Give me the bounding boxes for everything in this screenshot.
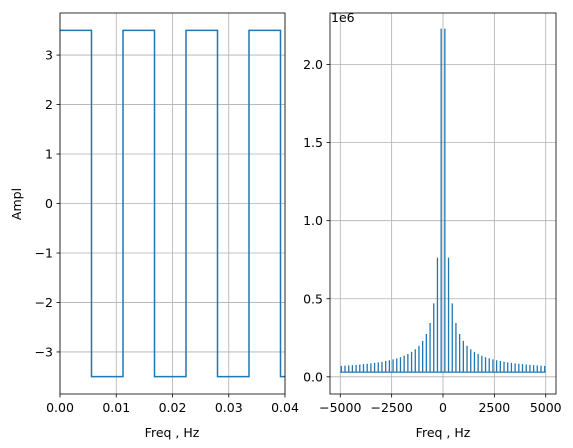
left-x-ticks: 0.00 0.01 0.02 0.03 0.04	[46, 394, 299, 415]
left-x-axis-label: Freq , Hz	[145, 425, 200, 440]
y-tick-label: 0.0	[303, 369, 323, 384]
y-tick-label: 1.0	[303, 213, 323, 228]
spectrum-plot: −5000 −2500 0 2500 5000 0.0 0.5 1.0 1.5 2.0 Freq…	[303, 10, 562, 440]
left-grid	[59, 13, 286, 394]
x-tick-label: 2500	[478, 400, 510, 415]
right-grid	[330, 13, 556, 394]
left-y-ticks: −3 −2 −1 0 1 2 3	[35, 48, 60, 359]
left-y-axis-label: Ampl	[9, 188, 24, 220]
y-tick-label: 3	[45, 48, 53, 63]
right-x-ticks: −5000 −2500 0 2500 5000	[319, 394, 562, 415]
x-tick-label: −5000	[319, 400, 361, 415]
x-tick-label: 0.04	[271, 400, 299, 415]
x-tick-label: 5000	[530, 400, 562, 415]
y-tick-label: −2	[35, 295, 53, 310]
y-tick-label: 1.5	[303, 135, 323, 150]
spectrum-line	[340, 28, 546, 373]
time-domain-plot: 0.00 0.01 0.02 0.03 0.04 −3 −2 −1 0 1 2 3 Freq , H…	[9, 12, 299, 440]
y-tick-label: 2	[45, 97, 53, 112]
y-tick-label: −1	[35, 245, 53, 260]
y-tick-label: −3	[35, 344, 53, 359]
right-series	[340, 28, 546, 373]
square-wave-line	[60, 29, 285, 378]
y-tick-label: 0	[45, 196, 53, 211]
x-tick-label: 0.03	[215, 400, 243, 415]
y-tick-label: 0.5	[303, 291, 323, 306]
left-series	[60, 29, 285, 378]
x-tick-label: 0	[439, 400, 447, 415]
right-x-axis-label: Freq , Hz	[416, 425, 471, 440]
x-tick-label: 0.01	[102, 400, 130, 415]
y-tick-label: 1	[45, 147, 53, 162]
y-tick-label: 2.0	[303, 57, 323, 72]
right-y-ticks: 0.0 0.5 1.0 1.5 2.0	[303, 57, 330, 384]
x-tick-label: −2500	[370, 400, 412, 415]
x-tick-label: 0.02	[159, 400, 187, 415]
right-offset-text: 1e6	[331, 10, 355, 25]
x-tick-label: 0.00	[46, 400, 74, 415]
